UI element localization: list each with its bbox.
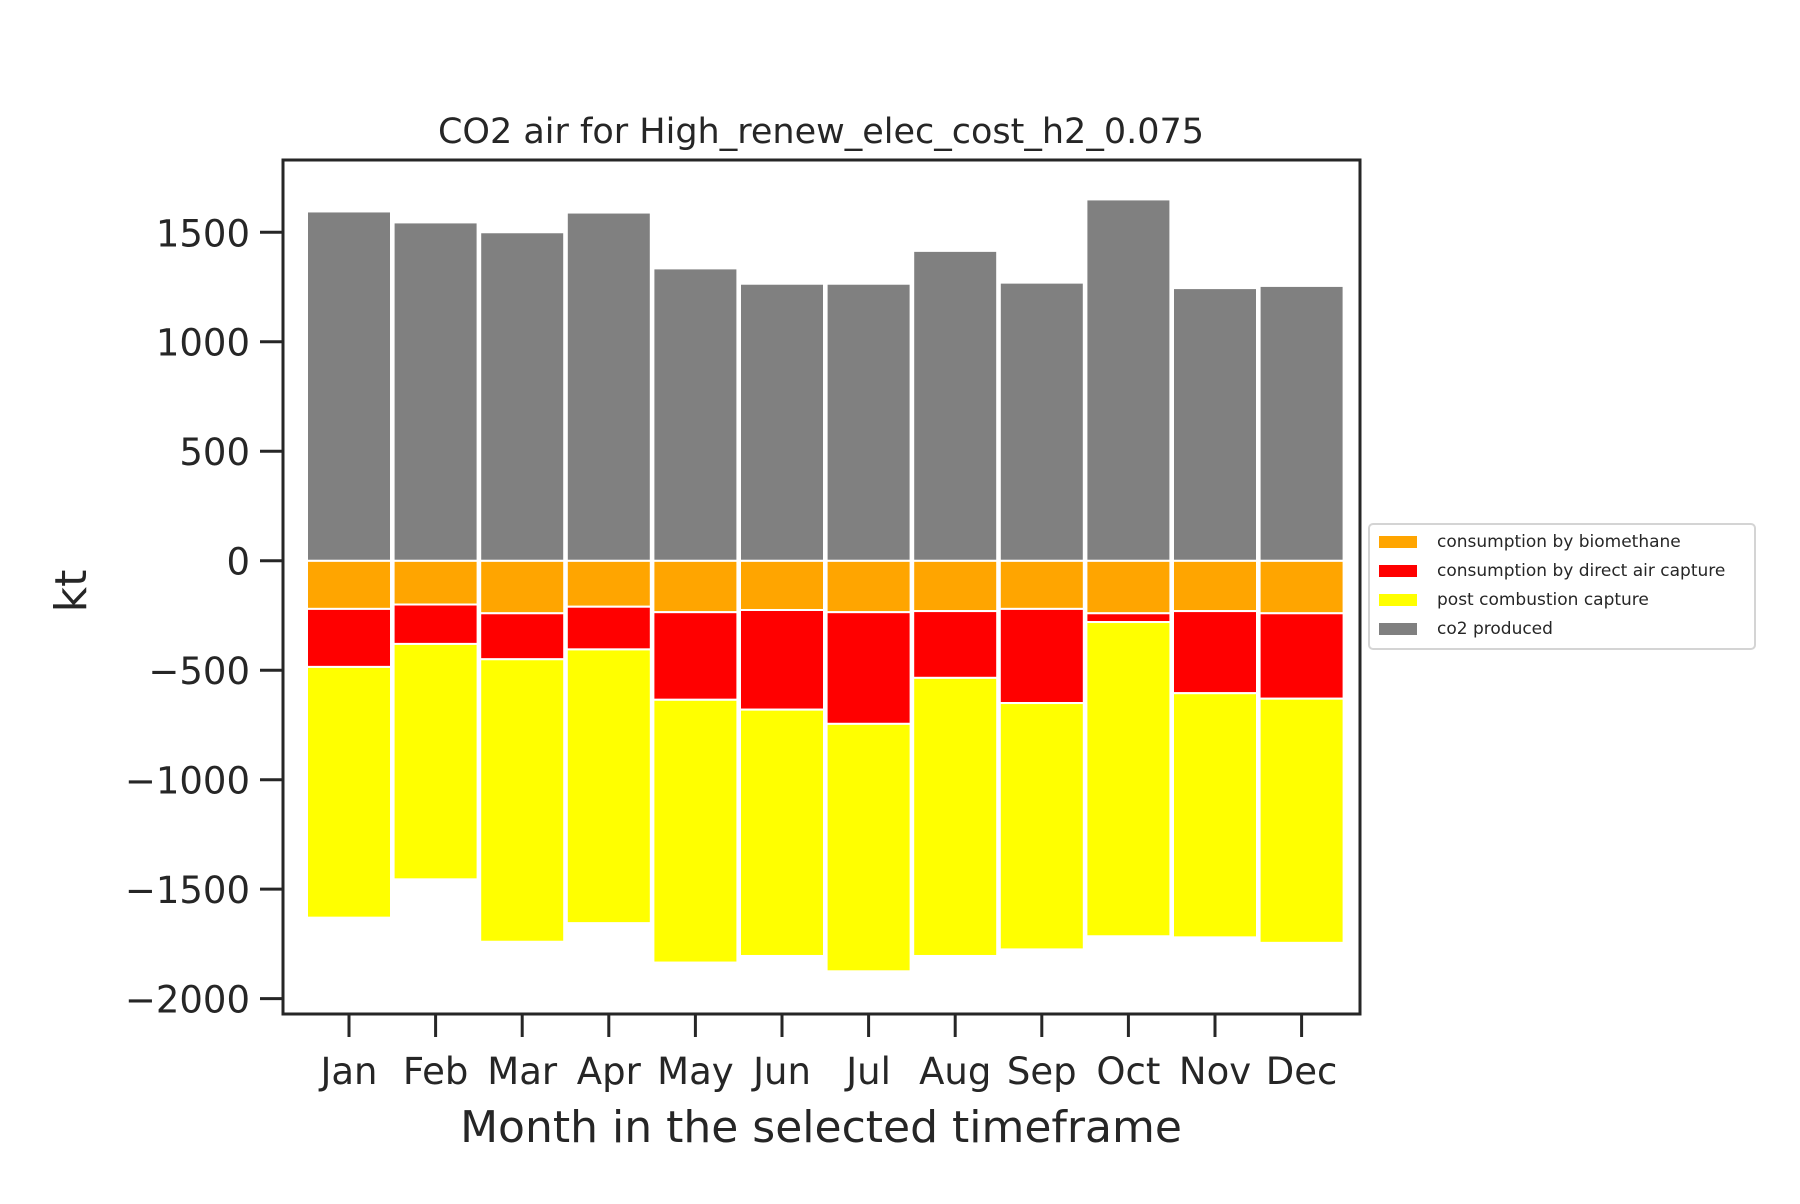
bar-consumption-by-biomethane-jun xyxy=(739,559,825,611)
bar-consumption-by-biomethane-aug xyxy=(912,559,999,613)
bar-consumption-by-direct-air-capture-nov xyxy=(1172,610,1258,695)
bar-consumption-by-direct-air-capture-feb xyxy=(392,603,479,645)
y-tick-label: −2000 xyxy=(125,979,250,1022)
x-tick-label-aug: Aug xyxy=(919,1050,991,1093)
bar-co2-produced-nov xyxy=(1172,287,1258,562)
bar-consumption-by-direct-air-capture-mar xyxy=(479,612,566,661)
bar-co2-produced-apr xyxy=(565,211,652,562)
bar-co2-produced-mar xyxy=(479,231,566,562)
y-tick-label: −1500 xyxy=(125,869,250,912)
x-tick-label-dec: Dec xyxy=(1266,1050,1338,1093)
bar-co2-produced-jul xyxy=(825,282,912,562)
bar-consumption-by-direct-air-capture-jul xyxy=(825,611,912,725)
bar-consumption-by-biomethane-sep xyxy=(998,559,1085,610)
bar-co2-produced-jan xyxy=(306,210,392,562)
bar-consumption-by-direct-air-capture-jan xyxy=(306,607,392,668)
bar-consumption-by-biomethane-nov xyxy=(1172,559,1258,613)
bar-consumption-by-biomethane-jul xyxy=(825,559,912,614)
bar-co2-produced-may xyxy=(652,267,739,562)
bar-post-combustion-capture-apr xyxy=(565,648,652,925)
bar-post-combustion-capture-mar xyxy=(479,658,566,943)
bar-post-combustion-capture-jan xyxy=(306,665,392,919)
x-tick-label-mar: Mar xyxy=(487,1050,558,1093)
x-tick-label-jan: Jan xyxy=(318,1050,377,1093)
bar-post-combustion-capture-jul xyxy=(825,722,912,973)
bar-consumption-by-biomethane-oct xyxy=(1085,559,1172,615)
bar-consumption-by-direct-air-capture-jun xyxy=(739,608,825,711)
x-tick-label-oct: Oct xyxy=(1096,1050,1160,1093)
bar-consumption-by-biomethane-feb xyxy=(392,559,479,606)
bar-consumption-by-direct-air-capture-sep xyxy=(998,607,1085,705)
x-tick-label-sep: Sep xyxy=(1007,1050,1077,1093)
chart-title: CO2 air for High_renew_elec_cost_h2_0.07… xyxy=(438,112,1204,152)
bar-post-combustion-capture-may xyxy=(652,698,739,964)
x-axis: Jan Feb Mar Apr May Jun Jul Aug Sep Oct Nov Dec xyxy=(318,1014,1337,1093)
bar-co2-produced-jun xyxy=(739,282,825,562)
x-tick-label-nov: Nov xyxy=(1179,1050,1251,1093)
y-tick-label: 1500 xyxy=(156,212,250,255)
bar-co2-produced-oct xyxy=(1085,198,1172,562)
bar-consumption-by-biomethane-dec xyxy=(1258,559,1345,615)
bar-co2-produced-sep xyxy=(998,281,1085,562)
legend-swatch-post-combustion-capture xyxy=(1379,594,1417,606)
x-tick-label-jun: Jun xyxy=(751,1050,811,1093)
bar-consumption-by-biomethane-mar xyxy=(479,559,566,615)
y-tick-label: 1000 xyxy=(156,322,250,365)
y-axis: 1500 1000 500 0 −500 −1000 −1500 −2000 xyxy=(125,212,283,1022)
legend-label-post-combustion-capture: post combustion capture xyxy=(1437,590,1649,610)
bar-consumption-by-biomethane-apr xyxy=(565,559,652,608)
bar-co2-produced-dec xyxy=(1258,284,1345,562)
bar-post-combustion-capture-dec xyxy=(1258,697,1345,944)
legend-swatch-co2-produced xyxy=(1379,623,1417,635)
x-tick-label-may: May xyxy=(657,1050,734,1093)
legend: consumption by biomethane consumption by … xyxy=(1368,523,1756,650)
y-tick-label: 500 xyxy=(179,431,250,474)
bar-co2-produced-aug xyxy=(912,249,999,562)
legend-label-consumption-by-direct-air-capture: consumption by direct air capture xyxy=(1437,561,1725,581)
x-tick-label-apr: Apr xyxy=(577,1050,642,1093)
legend-swatch-consumption-by-direct-air-capture xyxy=(1379,565,1417,577)
bar-post-combustion-capture-nov xyxy=(1172,692,1258,939)
y-tick-label: −1000 xyxy=(125,760,250,803)
bar-post-combustion-capture-oct xyxy=(1085,621,1172,938)
y-tick-label: 0 xyxy=(226,541,250,584)
legend-label-consumption-by-biomethane: consumption by biomethane xyxy=(1437,532,1681,552)
plot-frame xyxy=(281,158,1362,1016)
legend-label-co2-produced: co2 produced xyxy=(1437,619,1553,639)
x-axis-label: Month in the selected timeframe xyxy=(460,1102,1182,1153)
bar-consumption-by-direct-air-capture-apr xyxy=(565,605,652,651)
y-axis-label: kt xyxy=(46,570,97,613)
bars-layer xyxy=(306,198,1345,973)
bar-co2-produced-feb xyxy=(392,221,479,562)
bar-post-combustion-capture-jun xyxy=(739,708,825,957)
bar-consumption-by-direct-air-capture-may xyxy=(652,611,739,701)
legend-swatch-consumption-by-biomethane xyxy=(1379,536,1417,548)
x-tick-label-feb: Feb xyxy=(403,1050,469,1093)
x-tick-label-jul: Jul xyxy=(844,1050,891,1093)
bar-consumption-by-biomethane-jan xyxy=(306,559,392,610)
bar-consumption-by-biomethane-may xyxy=(652,559,739,614)
bar-post-combustion-capture-feb xyxy=(392,642,479,881)
bar-consumption-by-direct-air-capture-aug xyxy=(912,610,999,679)
bar-consumption-by-direct-air-capture-dec xyxy=(1258,612,1345,700)
bar-post-combustion-capture-aug xyxy=(912,676,999,957)
bar-post-combustion-capture-sep xyxy=(998,702,1085,951)
y-tick-label: −500 xyxy=(148,650,250,693)
bar-consumption-by-direct-air-capture-oct xyxy=(1085,612,1172,624)
legend-frame xyxy=(1368,523,1756,650)
